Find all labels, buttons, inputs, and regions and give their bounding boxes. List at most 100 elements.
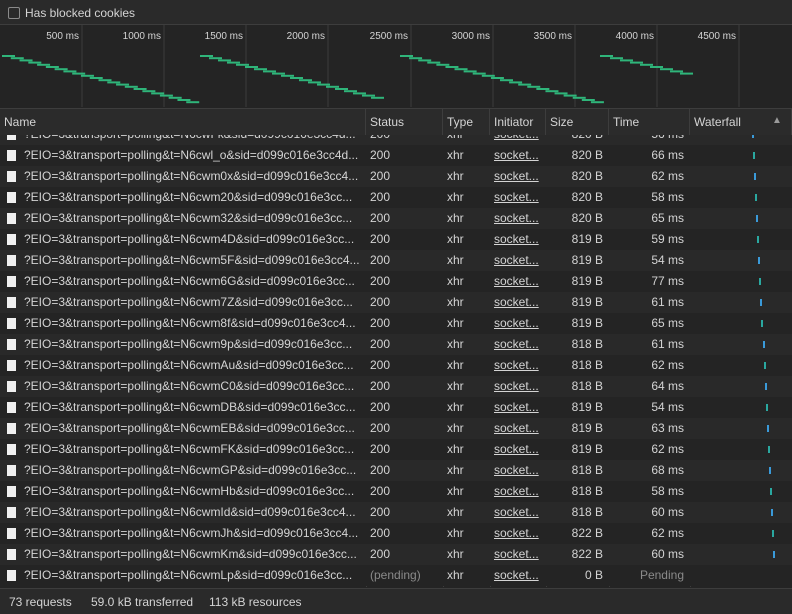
resources: 113 kB resources — [209, 595, 302, 609]
file-icon — [7, 486, 16, 497]
waterfall-bar — [753, 152, 756, 159]
request-row[interactable]: ?EIO=3&transport=polling&t=N6cwmId&sid=d… — [0, 502, 792, 523]
time-cell: 63 ms — [651, 421, 684, 435]
overview-request — [98, 79, 112, 82]
time-cell: 60 ms — [651, 547, 684, 561]
initiator-cell[interactable]: socket... — [494, 526, 539, 540]
request-row[interactable]: ?EIO=3&transport=polling&t=N6cwmAu&sid=d… — [0, 355, 792, 376]
type-cell: xhr — [447, 190, 464, 204]
time-cell: 65 ms — [651, 316, 684, 330]
request-row[interactable]: ?EIO=3&transport=polling&t=N6cwmKm&sid=d… — [0, 544, 792, 565]
initiator-cell[interactable]: socket... — [494, 253, 539, 267]
request-row[interactable]: ?EIO=3&transport=polling&t=N6cwm8f&sid=d… — [0, 313, 792, 334]
initiator-cell[interactable]: socket... — [494, 148, 539, 162]
initiator-cell[interactable]: socket... — [494, 400, 539, 414]
checkbox[interactable] — [8, 7, 20, 19]
sort-indicator[interactable]: ▲ — [772, 115, 782, 126]
overview-request — [254, 68, 267, 71]
timeline-tick-label: 1000 ms — [123, 31, 161, 42]
request-row[interactable]: ?EIO=3&transport=polling&t=N6cwm20&sid=d… — [0, 187, 792, 208]
initiator-cell[interactable]: socket... — [494, 337, 539, 351]
size-cell: 822 B — [571, 547, 603, 561]
initiator-cell[interactable]: socket... — [494, 463, 539, 477]
file-icon — [7, 528, 16, 539]
initiator-cell[interactable]: socket... — [490, 135, 544, 145]
overview-request — [418, 59, 432, 62]
request-row[interactable]: ?EIO=3&transport=polling&t=N6cwmLp&sid=d… — [0, 565, 792, 586]
size-cell: 819 B — [571, 421, 603, 435]
request-row[interactable]: ?EIO=3&transport=polling&t=N6cwmC0&sid=d… — [0, 376, 792, 397]
overview-request — [168, 96, 182, 99]
name-cell: ?EIO=3&transport=polling&t=N6cwm7Z&sid=d… — [24, 295, 353, 309]
checkbox-label[interactable]: Has blocked cookies — [25, 6, 136, 20]
request-row[interactable]: ?EIO=3&transport=polling&t=N6cwmEB&sid=d… — [0, 418, 792, 439]
initiator-cell[interactable]: socket... — [494, 421, 539, 435]
overview-request — [680, 72, 693, 75]
column-header[interactable]: Name — [0, 109, 366, 135]
request-row[interactable]: ?EIO=3&transport=polling&t=N6cwm5F&sid=d… — [0, 250, 792, 271]
initiator-cell[interactable]: socket... — [494, 232, 539, 246]
request-row[interactable]: ?EIO=3&transport=polling&t=N6cwmJh&sid=d… — [0, 523, 792, 544]
initiator-cell[interactable]: socket... — [494, 442, 539, 456]
request-row[interactable]: ?EIO=3&transport=polling&t=N6cwmFK&sid=d… — [0, 439, 792, 460]
initiator-cell[interactable]: socket... — [494, 190, 539, 204]
name-cell: ?EIO=3&transport=polling&t=N6cwm20&sid=d… — [24, 190, 353, 204]
initiator-cell[interactable]: socket... — [494, 379, 539, 393]
request-row[interactable]: ?EIO=3&transport=polling&t=N6cwm9p&sid=d… — [0, 334, 792, 355]
overview-request — [19, 59, 33, 62]
column-header[interactable]: Size — [546, 109, 609, 135]
overview-request — [159, 94, 173, 97]
column-header[interactable]: Initiator — [490, 109, 546, 135]
request-row[interactable]: ?EIO=3&transport=polling&t=N6cwmHb&sid=d… — [0, 481, 792, 502]
overview-request — [670, 70, 683, 73]
overview-request — [80, 74, 94, 77]
initiator-cell[interactable]: socket... — [494, 505, 539, 519]
type-cell: xhr — [447, 337, 464, 351]
request-row[interactable]: ?EIO=3&transport=polling&t=N6cwmGP&sid=d… — [0, 460, 792, 481]
overview-request — [620, 59, 633, 62]
initiator-cell[interactable]: socket... — [494, 547, 539, 561]
time-cell: 62 ms — [651, 169, 684, 183]
request-row[interactable]: ?EIO=3&transport=polling&t=N6cwm6G&sid=d… — [0, 271, 792, 292]
request-row[interactable]: ?EIO=3&transport=polling&t=N6cwl_o&sid=d… — [0, 145, 792, 166]
timeline-tick-label: 4000 ms — [616, 31, 654, 42]
size-cell: 818 B — [571, 463, 603, 477]
waterfall-bar — [770, 509, 773, 516]
overview-request — [600, 55, 613, 57]
initiator-cell[interactable]: socket... — [494, 568, 539, 582]
time-cell: 58 ms — [651, 484, 684, 498]
request-row[interactable]: ?EIO=3&transport=polling&t=N6cwmDB&sid=d… — [0, 397, 792, 418]
overview-request — [545, 90, 559, 93]
initiator-cell[interactable]: socket... — [494, 484, 539, 498]
overview-request — [2, 55, 15, 57]
overview-request — [660, 68, 673, 71]
size-cell: 818 B — [571, 379, 603, 393]
type-cell: xhr — [447, 274, 464, 288]
size-cell: 819 B — [571, 232, 603, 246]
initiator-cell[interactable]: socket... — [494, 169, 539, 183]
column-header[interactable]: Type — [443, 109, 490, 135]
time-cell: 58 ms — [651, 190, 684, 204]
status-cell: 200 — [370, 295, 391, 309]
size-cell: 819 B — [571, 295, 603, 309]
overview-request — [527, 85, 541, 88]
initiator-cell[interactable]: socket... — [494, 316, 539, 330]
overview-request — [299, 79, 312, 82]
initiator-cell[interactable]: socket... — [494, 295, 539, 309]
timeline-tick-label: 3500 ms — [534, 31, 572, 42]
waterfall-bar — [763, 362, 766, 369]
overview-request — [236, 63, 249, 66]
request-row[interactable]: ?EIO=3&transport=polling&t=N6cwm0x&sid=d… — [0, 166, 792, 187]
overview-request — [227, 61, 240, 64]
request-row[interactable]: ?EIO=3&transport=polling&t=N6cwm32&sid=d… — [0, 208, 792, 229]
column-header[interactable]: Status — [366, 109, 443, 135]
initiator-cell[interactable]: socket... — [494, 358, 539, 372]
initiator-cell[interactable]: socket... — [494, 274, 539, 288]
request-row[interactable]: ?EIO=3&transport=polling&t=N6cwm4D&sid=d… — [0, 229, 792, 250]
request-row[interactable]: ?EIO=3&transport=polling&t=N6cwm7Z&sid=d… — [0, 292, 792, 313]
status-cell: (pending) — [370, 568, 421, 582]
overview-request — [151, 92, 165, 95]
column-header[interactable]: Time — [609, 109, 690, 135]
initiator-cell[interactable]: socket... — [494, 211, 539, 225]
request-row[interactable]: ?EIO=3&transport=polling&t=N6cwFk&sid=d0… — [0, 135, 792, 145]
